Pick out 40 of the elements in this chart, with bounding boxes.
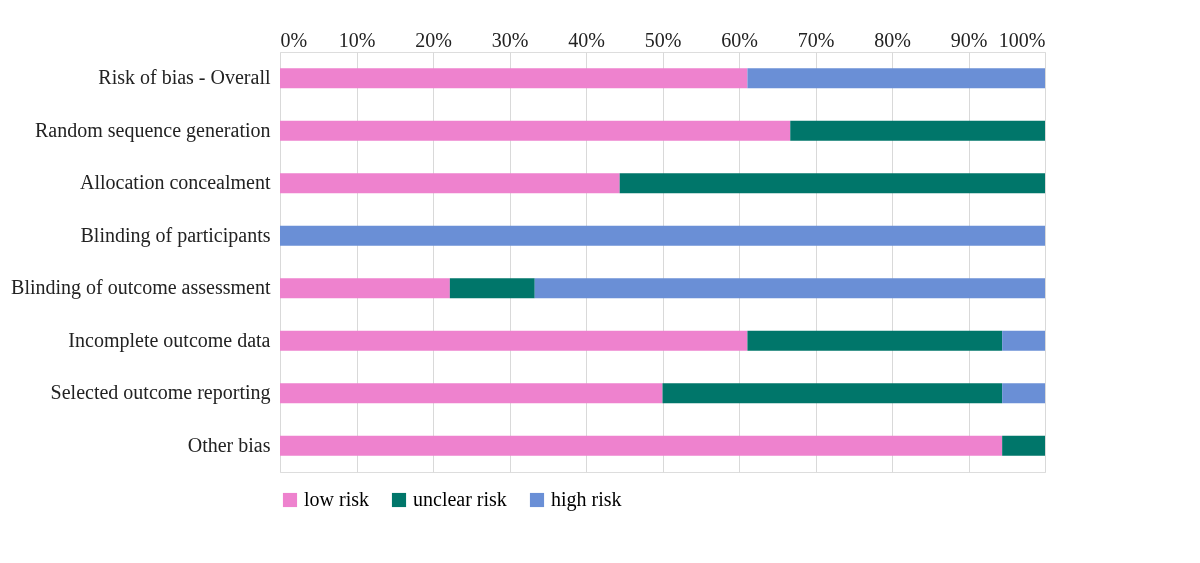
bar xyxy=(1002,383,1045,404)
bar xyxy=(280,278,450,299)
bar xyxy=(280,383,663,404)
x-tick-label: 90% xyxy=(950,28,988,51)
x-tick-label: 20% xyxy=(415,28,452,51)
x-tick-label: 30% xyxy=(491,28,529,51)
x-tick-label: 0% xyxy=(280,28,308,51)
bar xyxy=(619,173,1045,194)
bar xyxy=(747,330,1003,351)
bar xyxy=(534,278,1045,299)
bar xyxy=(662,383,1003,404)
y-tick-label: Random sequence generation xyxy=(35,118,271,142)
legend-label: low risk xyxy=(304,488,369,510)
legend-label: unclear risk xyxy=(413,488,507,510)
y-tick-label: Blinding of participants xyxy=(80,223,271,247)
bar xyxy=(747,68,1045,89)
bar xyxy=(280,120,791,141)
bar xyxy=(280,68,748,89)
x-tick-label: 40% xyxy=(568,28,605,51)
x-tick-label: 50% xyxy=(644,28,682,51)
bar xyxy=(280,435,1003,456)
bar xyxy=(449,278,535,299)
y-tick-label: Incomplete outcome data xyxy=(68,328,271,352)
y-tick-label: Blinding of outcome assessment xyxy=(11,276,271,300)
bar xyxy=(280,330,748,351)
legend-label: high risk xyxy=(551,488,622,511)
bar xyxy=(790,120,1045,141)
x-tick-label: 70% xyxy=(797,28,835,51)
bar xyxy=(280,225,1045,246)
x-tick-label: 60% xyxy=(721,28,758,51)
x-tick-label: 80% xyxy=(874,28,911,51)
x-tick-label: 100% xyxy=(998,28,1046,51)
y-tick-label: Other bias xyxy=(187,433,271,456)
bar xyxy=(1002,435,1045,456)
bar xyxy=(280,173,620,194)
bar xyxy=(1002,330,1045,351)
x-tick-label: 10% xyxy=(338,28,376,51)
y-tick-label: Allocation concealment xyxy=(80,171,271,194)
y-tick-label: Selected outcome reporting xyxy=(50,381,271,405)
y-tick-label: Risk of bias - Overall xyxy=(98,66,271,89)
